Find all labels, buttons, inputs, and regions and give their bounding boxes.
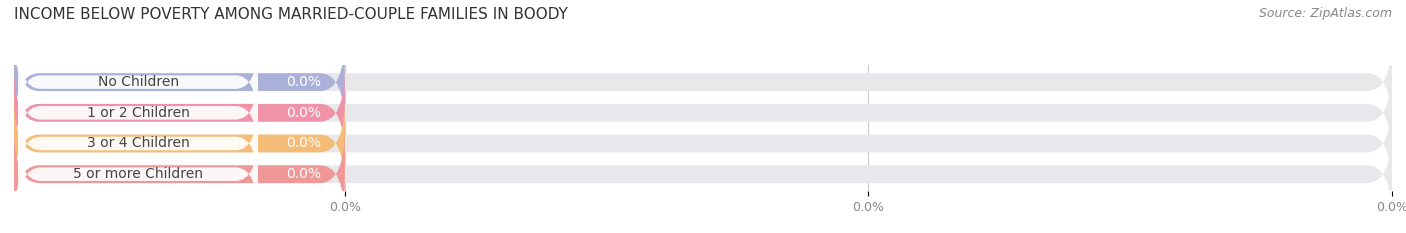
Text: INCOME BELOW POVERTY AMONG MARRIED-COUPLE FAMILIES IN BOODY: INCOME BELOW POVERTY AMONG MARRIED-COUPL…: [14, 7, 568, 22]
FancyBboxPatch shape: [18, 70, 257, 156]
Text: 3 or 4 Children: 3 or 4 Children: [87, 137, 190, 151]
Text: No Children: No Children: [97, 75, 179, 89]
FancyBboxPatch shape: [14, 97, 1392, 190]
Text: 0.0%: 0.0%: [285, 167, 321, 181]
FancyBboxPatch shape: [14, 66, 1392, 159]
FancyBboxPatch shape: [14, 66, 344, 159]
FancyBboxPatch shape: [18, 39, 257, 125]
Text: 0.0%: 0.0%: [285, 137, 321, 151]
FancyBboxPatch shape: [14, 128, 1392, 220]
Text: Source: ZipAtlas.com: Source: ZipAtlas.com: [1258, 7, 1392, 20]
Text: 1 or 2 Children: 1 or 2 Children: [87, 106, 190, 120]
FancyBboxPatch shape: [14, 128, 344, 220]
Text: 0.0%: 0.0%: [285, 75, 321, 89]
FancyBboxPatch shape: [14, 97, 344, 190]
FancyBboxPatch shape: [14, 36, 1392, 128]
FancyBboxPatch shape: [14, 36, 344, 128]
Text: 5 or more Children: 5 or more Children: [73, 167, 202, 181]
FancyBboxPatch shape: [18, 101, 257, 186]
FancyBboxPatch shape: [18, 131, 257, 217]
Text: 0.0%: 0.0%: [285, 106, 321, 120]
